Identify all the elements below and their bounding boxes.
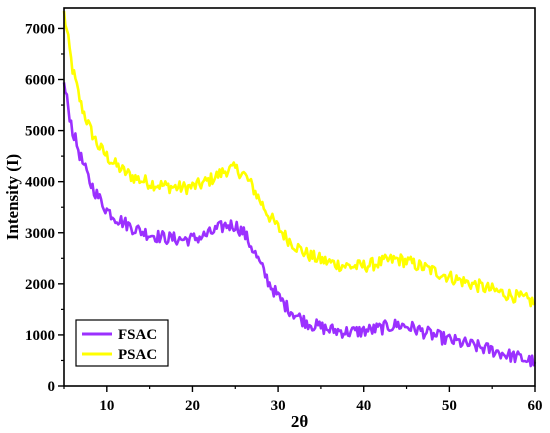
x-tick-label: 50 bbox=[442, 398, 457, 414]
x-tick-label: 20 bbox=[185, 398, 200, 414]
series-line-fsac bbox=[62, 82, 537, 368]
y-tick-label: 6000 bbox=[25, 73, 55, 89]
y-axis-title: Intensity (I) bbox=[3, 154, 22, 240]
y-tick-label: 3000 bbox=[25, 226, 55, 242]
y-tick-label: 1000 bbox=[25, 328, 55, 344]
legend: FSAC PSAC bbox=[75, 319, 169, 367]
axis-ticks: 10 20 30 40 50 60 0 1000 2000 3000 4000 5000 6000 700… bbox=[25, 21, 543, 414]
plot-frame bbox=[63, 7, 536, 387]
legend-label-psac: PSAC bbox=[118, 347, 157, 363]
x-tick-label: 60 bbox=[528, 398, 543, 414]
x-tick-label: 40 bbox=[356, 398, 371, 414]
x-tick-label: 10 bbox=[99, 398, 114, 414]
y-tick-label: 4000 bbox=[25, 175, 55, 191]
series-line-psac bbox=[62, 10, 536, 308]
y-tick-label: 2000 bbox=[25, 277, 55, 293]
y-tick-label: 7000 bbox=[25, 21, 55, 37]
y-tick-label: 0 bbox=[48, 379, 56, 395]
series-lines bbox=[62, 10, 537, 368]
y-tick-label: 5000 bbox=[25, 124, 55, 140]
legend-label-fsac: FSAC bbox=[118, 327, 157, 343]
x-axis-title: 2θ bbox=[291, 412, 309, 431]
legend-box bbox=[75, 319, 169, 367]
x-tick-label: 30 bbox=[271, 398, 286, 414]
